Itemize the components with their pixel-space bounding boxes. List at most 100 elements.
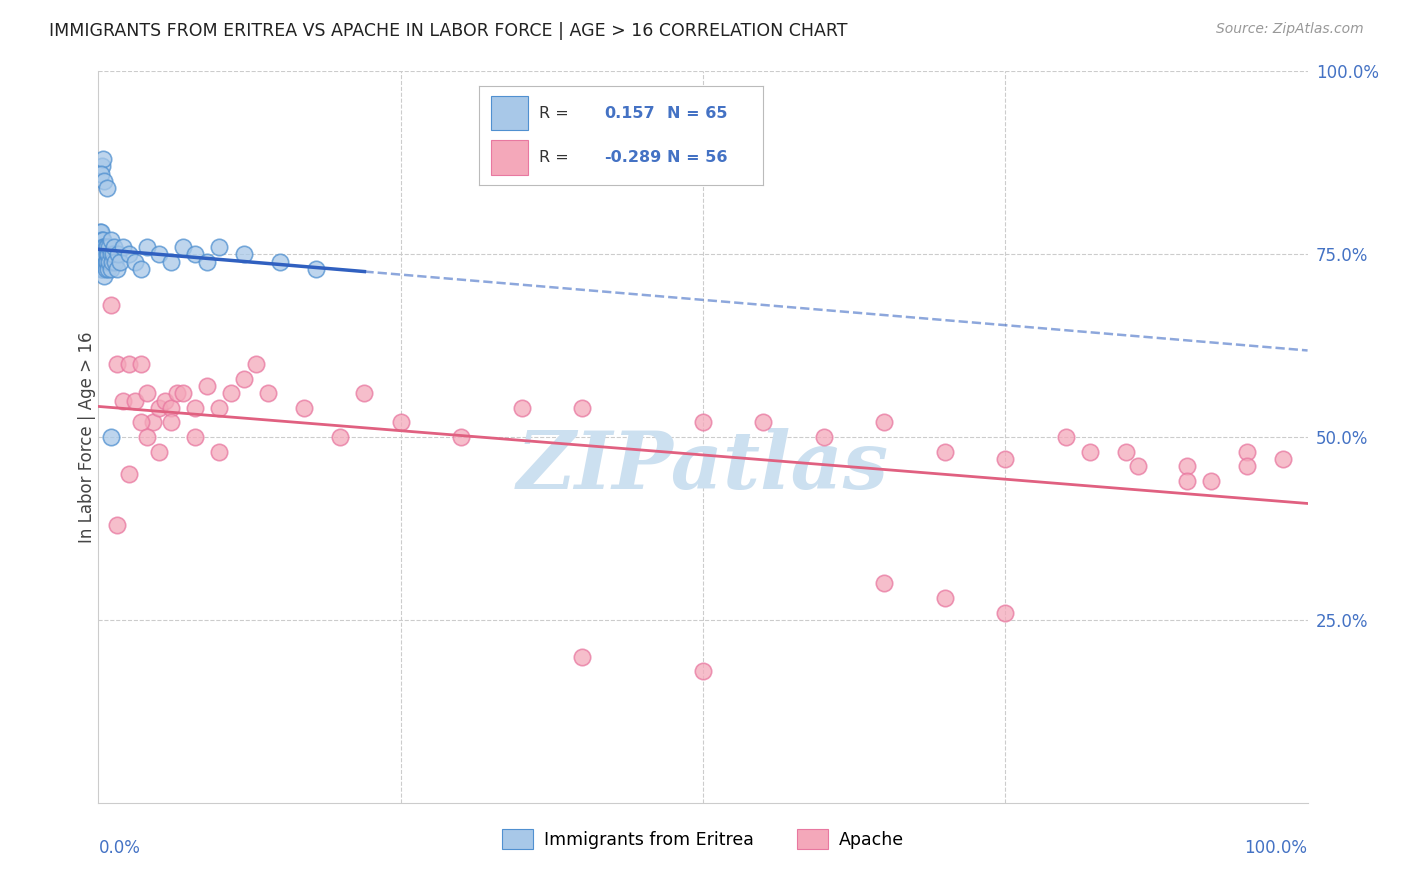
Point [994, 452, 1017, 467]
Point [104, 254, 127, 268]
Point [305, 261, 328, 276]
Point [1054, 430, 1077, 444]
Point [129, 261, 152, 276]
Point [89, 247, 111, 261]
Point [94, 254, 117, 268]
Point [172, 386, 194, 401]
Point [153, 393, 176, 408]
Point [105, 357, 128, 371]
Point [89, 254, 111, 268]
Point [148, 444, 170, 458]
Point [91, 261, 114, 276]
Point [160, 401, 183, 415]
Point [96, 254, 118, 268]
Point [208, 444, 231, 458]
Point [89, 233, 111, 247]
Point [93, 247, 115, 261]
Point [1236, 459, 1258, 474]
Point [90, 167, 112, 181]
Point [93, 254, 115, 268]
Point [208, 401, 231, 415]
Point [124, 393, 146, 408]
Point [135, 386, 157, 401]
Point [97, 247, 120, 261]
Point [1078, 444, 1101, 458]
Point [90, 240, 112, 254]
Point [100, 254, 122, 268]
Point [118, 247, 141, 261]
Point [91, 233, 114, 247]
Point [813, 430, 835, 444]
Point [118, 467, 141, 481]
Y-axis label: In Labor Force | Age > 16: In Labor Force | Age > 16 [79, 331, 96, 543]
Point [100, 298, 122, 312]
Point [1236, 444, 1258, 458]
Point [571, 401, 593, 415]
Text: 0.0%: 0.0% [98, 839, 141, 857]
Point [100, 430, 122, 444]
Text: Source: ZipAtlas.com: Source: ZipAtlas.com [1216, 22, 1364, 37]
Point [93, 240, 115, 254]
Point [107, 247, 129, 261]
Point [1175, 474, 1198, 488]
Point [1128, 459, 1150, 474]
Point [160, 254, 183, 268]
Point [96, 247, 118, 261]
Point [172, 240, 194, 254]
Point [195, 379, 218, 393]
Point [90, 254, 112, 268]
Point [91, 233, 114, 247]
Point [91, 261, 114, 276]
Point [91, 240, 114, 254]
Point [96, 181, 118, 195]
Point [90, 225, 112, 239]
Point [752, 416, 775, 430]
Point [1272, 452, 1295, 467]
Point [100, 247, 122, 261]
Point [93, 174, 115, 188]
Point [873, 576, 896, 591]
Point [118, 357, 141, 371]
Point [94, 261, 117, 276]
Point [221, 386, 243, 401]
Point [97, 261, 120, 276]
Point [93, 269, 115, 284]
Point [100, 233, 122, 247]
Point [98, 240, 121, 254]
Point [135, 240, 157, 254]
Point [103, 240, 125, 254]
Point [129, 357, 152, 371]
Point [692, 416, 714, 430]
Point [245, 357, 267, 371]
Point [96, 240, 118, 254]
Point [692, 664, 714, 678]
Point [389, 416, 412, 430]
Point [571, 649, 593, 664]
Point [1199, 474, 1222, 488]
Point [256, 386, 278, 401]
Point [1115, 444, 1137, 458]
Point [124, 254, 146, 268]
Point [90, 240, 112, 254]
Text: IMMIGRANTS FROM ERITREA VS APACHE IN LABOR FORCE | AGE > 16 CORRELATION CHART: IMMIGRANTS FROM ERITREA VS APACHE IN LAB… [49, 22, 848, 40]
Point [91, 160, 114, 174]
Point [184, 430, 207, 444]
Point [91, 247, 114, 261]
Point [91, 254, 114, 268]
Point [232, 247, 254, 261]
Point [129, 416, 152, 430]
Point [111, 393, 134, 408]
Point [510, 401, 533, 415]
Legend: Immigrants from Eritrea, Apache: Immigrants from Eritrea, Apache [495, 822, 911, 856]
Text: 100.0%: 100.0% [1244, 839, 1308, 857]
Point [111, 240, 134, 254]
Point [91, 247, 114, 261]
Point [873, 416, 896, 430]
Point [184, 401, 207, 415]
Point [142, 416, 165, 430]
Point [90, 233, 112, 247]
Point [208, 240, 231, 254]
Point [195, 254, 218, 268]
Point [934, 591, 956, 605]
Point [184, 247, 207, 261]
